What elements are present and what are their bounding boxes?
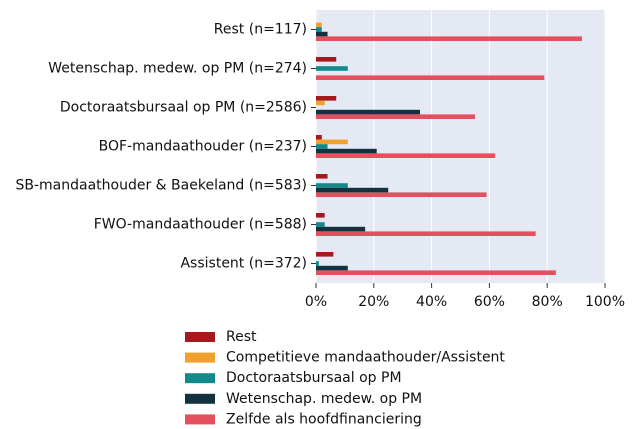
x-tick-label: 100%: [585, 294, 625, 310]
x-tick-label: 20%: [358, 294, 389, 310]
legend-swatch: [185, 332, 215, 342]
bar: [316, 139, 348, 145]
bar: [316, 148, 377, 154]
y-tick-label: Doctoraatsbursaal op PM (n=2586): [60, 100, 307, 116]
bar: [316, 226, 366, 232]
legend-swatch: [185, 352, 215, 363]
legend-swatch: [185, 414, 215, 425]
bar: [316, 153, 496, 158]
legend-label: Competitieve mandaathouder/Assistent: [226, 350, 505, 366]
bar: [316, 261, 319, 266]
bar: [316, 187, 389, 193]
bar: [316, 192, 487, 197]
y-tick-label: BOF-mandaathouder (n=237): [99, 139, 307, 155]
bar: [316, 174, 328, 179]
bar: [316, 222, 325, 227]
x-tick-label: 80%: [532, 294, 563, 310]
bar: [316, 252, 334, 257]
bar: [316, 22, 322, 28]
legend-label: Rest: [226, 329, 257, 345]
x-tick-label: 60%: [474, 294, 505, 310]
legend-swatch: [185, 373, 215, 384]
bar: [316, 100, 325, 106]
bar: [316, 96, 337, 101]
bar: [316, 231, 536, 236]
y-tick-label: Assistent (n=372): [180, 256, 307, 272]
bar: [316, 213, 325, 218]
bar: [316, 36, 582, 41]
plot-area: [316, 10, 605, 283]
y-tick-label: SB-mandaathouder & Baekeland (n=583): [16, 178, 308, 194]
bar: [316, 75, 545, 80]
bar: [316, 66, 348, 71]
legend-label: Wetenschap. medew. op PM: [226, 391, 422, 407]
bar: [316, 31, 328, 37]
bar: [316, 27, 322, 32]
legend-label: Zelfde als hoofdfinanciering: [226, 411, 422, 427]
bar: [316, 109, 421, 115]
x-tick-label: 0%: [305, 294, 327, 310]
y-tick-label: Wetenschap. medew. op PM (n=274): [48, 61, 307, 77]
bar: [316, 183, 348, 188]
bar: [316, 270, 556, 275]
bar: [316, 135, 322, 140]
y-tick-label: Rest (n=117): [214, 22, 307, 38]
bar: [316, 114, 475, 119]
bar: [316, 144, 328, 149]
x-tick-label: 40%: [416, 294, 447, 310]
bar: [316, 57, 337, 62]
legend-label: Doctoraatsbursaal op PM: [226, 370, 402, 386]
legend-swatch: [185, 393, 215, 404]
bar: [316, 265, 348, 271]
y-tick-label: FWO-mandaathouder (n=588): [94, 217, 307, 233]
